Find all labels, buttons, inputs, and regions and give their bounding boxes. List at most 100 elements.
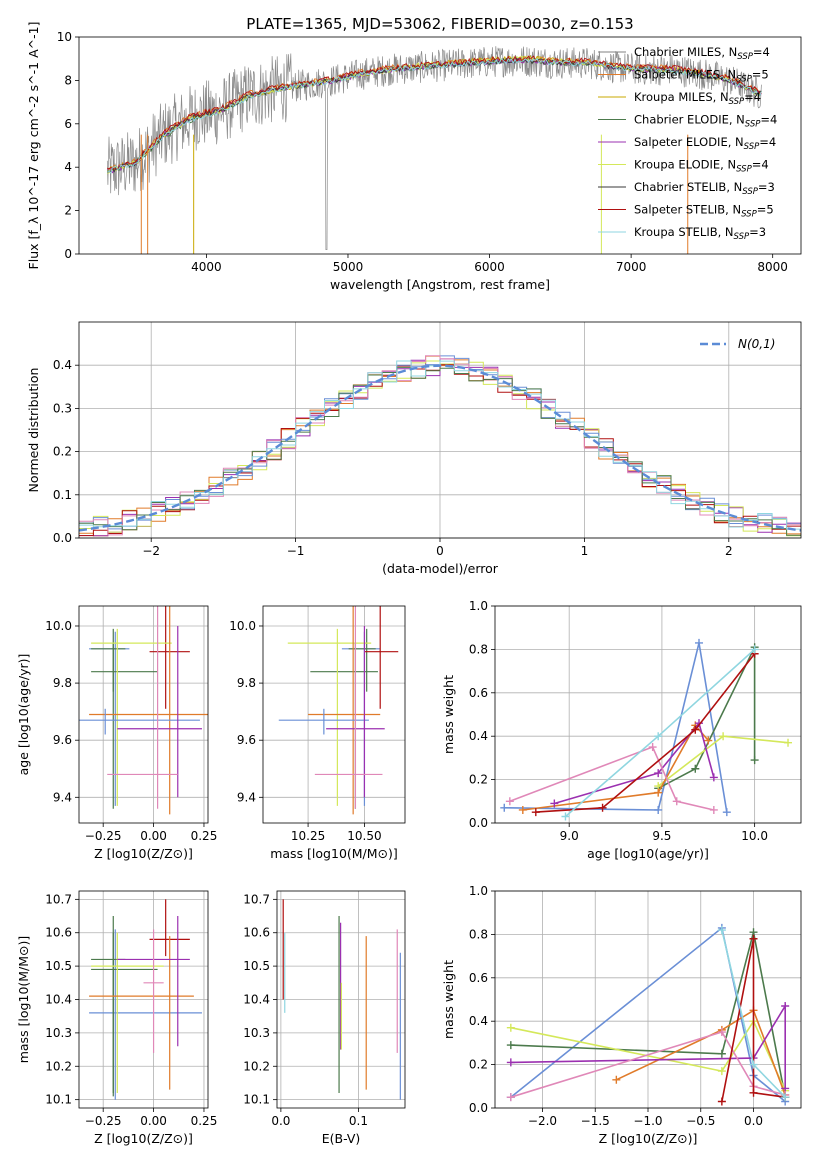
y-tick-label: 0.6 (469, 686, 488, 700)
y-tick-label: 2 (64, 204, 72, 218)
legend-entry: Chabrier ELODIE, NSSP=4 (634, 113, 777, 130)
y-tick-label: 0.4 (469, 1014, 488, 1028)
weight-marker (709, 773, 718, 782)
x-tick-label: 2 (725, 544, 733, 558)
histogram-step (79, 364, 801, 537)
weight-marker (506, 1041, 515, 1050)
plot-area-mass-vs-ebv (282, 899, 401, 1100)
plot-area-age-vs-mass (278, 606, 399, 815)
weight-marker (719, 732, 728, 741)
y-tick-label: 0.6 (469, 971, 488, 985)
y-axis-label: Normed distribution (26, 368, 41, 493)
weight-marker (717, 1067, 726, 1076)
weight-line (510, 926, 786, 1103)
legend-entry: Chabrier STELIB, NSSP=3 (634, 180, 775, 197)
x-tick-label: 0.00 (140, 829, 167, 843)
y-tick-label: 9.4 (237, 790, 256, 804)
x-axis-label: Z [log10(Z/Z⊙)] (94, 846, 193, 861)
x-tick-label: 0 (436, 544, 444, 558)
panel-weight-vs-Z: −2.0 −1.5 −1.0 −0.5 0.0 0.0 0.2 0.4 0.6 0.8 1.0 Z [… (441, 884, 802, 1146)
legend-entry: Salpeter ELODIE, NSSP=4 (634, 135, 776, 152)
legend-entry: Kroupa ELODIE, NSSP=4 (634, 158, 769, 175)
weight-marker (531, 808, 540, 817)
y-axis-label: Flux [f_λ 10^-17 erg cm^-2 s^-1 A^-1] (26, 22, 41, 270)
histogram-step (79, 366, 801, 536)
error-bar-point (89, 631, 130, 806)
error-bar-point (310, 643, 378, 809)
weight-marker (506, 1093, 515, 1102)
legend: Chabrier MILES, NSSP=4 Salpeter MILES, NS… (598, 45, 777, 242)
weight-marker (781, 1093, 790, 1102)
weight-line (657, 646, 756, 790)
legend-entry: Salpeter MILES, NSSP=5 (634, 68, 769, 85)
x-tick-label: 1 (581, 544, 589, 558)
weight-marker (717, 1028, 726, 1037)
y-tick-label: 0.4 (53, 358, 72, 372)
weight-marker (691, 725, 700, 734)
weight-marker (781, 1002, 790, 1011)
figure-title: PLATE=1365, MJD=53062, FIBERID=0030, z=0… (246, 15, 633, 33)
axes-frame (494, 605, 802, 824)
error-bar-point (89, 929, 202, 1100)
gaussian-curve (79, 364, 801, 532)
axes-frame (262, 605, 406, 824)
x-tick-label: 7000 (616, 260, 647, 274)
error-bar-point (143, 929, 164, 1053)
y-axis-label: age [log10(age/yr)] (16, 654, 31, 776)
error-bar-point (91, 932, 158, 1093)
x-tick-label: −1.0 (633, 1114, 662, 1128)
x-tick-label: 0.25 (191, 829, 218, 843)
y-tick-label: 4 (64, 160, 72, 174)
y-tick-label: 10.4 (45, 993, 72, 1007)
weight-marker (784, 738, 793, 747)
error-bar-point (364, 606, 399, 709)
y-tick-label: 0.8 (469, 642, 488, 656)
error-bar-point (287, 628, 372, 806)
y-tick-label: 10.7 (243, 892, 270, 906)
error-bar-point (107, 606, 178, 809)
y-tick-label: 0.0 (53, 531, 72, 545)
weight-line (554, 721, 715, 805)
y-tick-label: 0.2 (469, 1058, 488, 1072)
y-tick-label: 0.0 (469, 816, 488, 830)
weight-marker (709, 805, 718, 814)
y-tick-label: 10.3 (243, 1026, 270, 1040)
weight-marker (518, 805, 527, 814)
weight-marker (691, 764, 700, 773)
x-axis-label: wavelength [Angstrom, rest frame] (330, 277, 550, 292)
y-tick-label: 9.8 (53, 676, 72, 690)
y-tick-label: 0.3 (53, 401, 72, 415)
y-tick-label: 9.4 (53, 790, 72, 804)
x-tick-label: 0.1 (349, 1114, 368, 1128)
error-bar-point (91, 628, 126, 692)
weight-marker (704, 736, 713, 745)
y-tick-label: 0.0 (469, 1101, 488, 1115)
x-tick-label: −0.5 (686, 1114, 715, 1128)
x-tick-label: 9.0 (560, 829, 579, 843)
x-axis-label: (data-model)/error (382, 561, 499, 576)
y-tick-label: 0.8 (469, 927, 488, 941)
weight-line (535, 653, 756, 813)
weight-line (510, 1019, 786, 1091)
weight-line (564, 648, 756, 818)
weight-marker (506, 1058, 515, 1067)
y-tick-label: 9.8 (237, 676, 256, 690)
weight-marker (648, 743, 657, 752)
weight-marker (672, 797, 681, 806)
x-tick-label: 10.50 (347, 829, 381, 843)
error-bar-point (89, 606, 208, 815)
plot-area-spectrum (106, 46, 762, 254)
weight-marker (612, 1075, 621, 1084)
y-tick-label: 9.6 (237, 733, 256, 747)
y-tick-label: 10.5 (45, 959, 72, 973)
weight-marker (500, 803, 509, 812)
histogram-step (79, 355, 801, 530)
plot-area-weight-vs-Z (506, 923, 790, 1106)
y-tick-label: 1.0 (469, 884, 488, 898)
axes-frame (78, 605, 209, 824)
y-tick-label: 10.5 (243, 959, 270, 973)
y-tick-label: 10.1 (243, 1093, 270, 1107)
weight-marker (695, 638, 703, 647)
weight-marker (750, 645, 759, 654)
plot-area-residuals (79, 355, 801, 537)
